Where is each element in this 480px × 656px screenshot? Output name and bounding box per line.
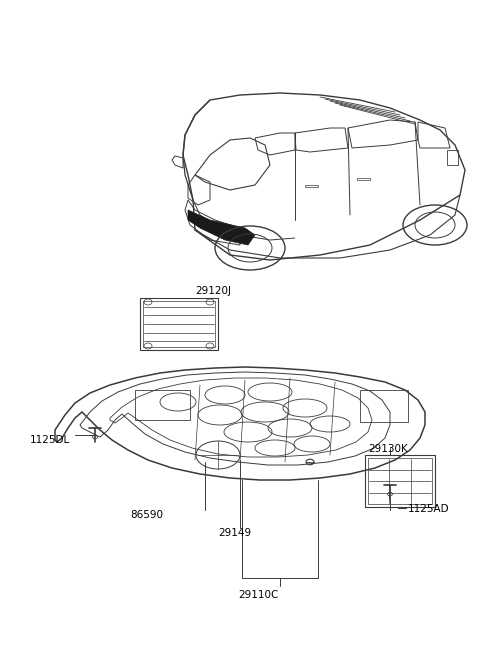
Text: 29149: 29149 [218, 528, 251, 538]
Polygon shape [188, 210, 255, 245]
Bar [447, 150, 458, 165]
Bar [368, 458, 432, 504]
Bar [360, 390, 408, 422]
Text: 29120J: 29120J [195, 286, 231, 296]
Text: 1125DL: 1125DL [30, 435, 70, 445]
Text: 86590: 86590 [130, 510, 163, 520]
Bar [140, 298, 218, 350]
Bar [357, 178, 370, 180]
Text: 29130K: 29130K [368, 444, 408, 454]
Bar [365, 455, 435, 507]
Text: 1125AD: 1125AD [408, 504, 450, 514]
Bar [135, 390, 190, 420]
Bar [143, 301, 215, 347]
Text: 29110C: 29110C [238, 590, 278, 600]
Bar [305, 185, 318, 187]
